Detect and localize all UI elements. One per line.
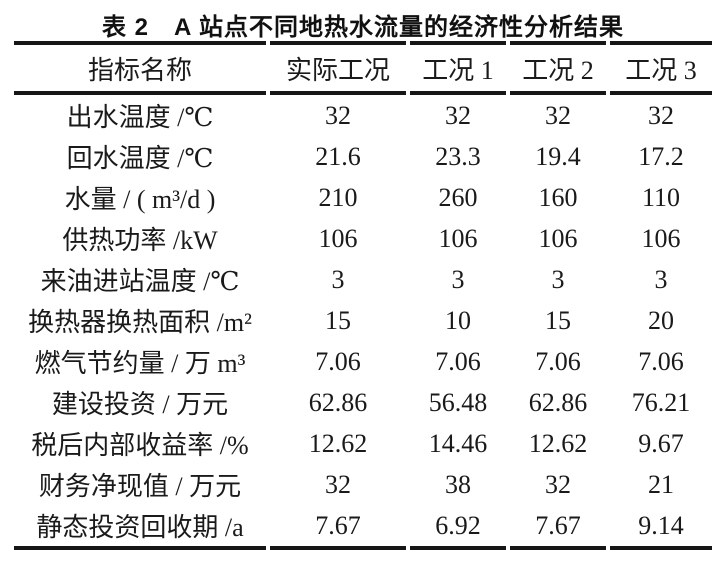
cell-value: 6.92 [410, 505, 506, 550]
table-row: 财务净现值 / 万元 32 38 32 21 [14, 464, 712, 505]
cell-value: 106 [538, 223, 578, 253]
table-row: 回水温度 /℃ 21.6 23.3 19.4 17.2 [14, 136, 712, 177]
cell-value: 62.86 [528, 387, 588, 417]
cell-value: 32 [325, 100, 351, 130]
cell-value: 32 [545, 100, 571, 130]
cell-value: 160 [538, 182, 578, 212]
table-row: 供热功率 /kW 106 106 106 106 [14, 218, 712, 259]
cell-value: 3 [451, 264, 465, 294]
table-row: 来油进站温度 /℃ 3 3 3 3 [14, 259, 712, 300]
row-label: 财务净现值 / 万元 [38, 472, 242, 501]
cell-value: 7.06 [638, 346, 684, 376]
cell-value: 12.62 [528, 428, 588, 458]
cell-value: 23.3 [435, 141, 481, 171]
cell-value: 76.21 [631, 387, 691, 417]
row-label: 静态投资回收期 /a [14, 505, 266, 550]
header-row: 指标名称 实际工况 工况 1 工况 2 工况 3 [14, 41, 712, 95]
cell-value: 21.6 [315, 141, 361, 171]
cell-value: 9.14 [610, 505, 712, 550]
row-label: 税后内部收益率 /% [31, 431, 249, 460]
cell-value: 20 [648, 305, 674, 335]
row-label: 水量 / ( m³/d ) [64, 185, 216, 214]
cell-value: 21 [648, 469, 674, 499]
column-header-case1: 工况 1 [410, 41, 506, 95]
cell-value: 3 [654, 264, 668, 294]
row-label: 回水温度 /℃ [66, 144, 214, 173]
cell-value: 32 [325, 469, 351, 499]
row-label: 来油进站温度 /℃ [40, 267, 240, 296]
cell-value: 15 [545, 305, 571, 335]
cell-value: 110 [641, 182, 681, 212]
table-row: 税后内部收益率 /% 12.62 14.46 12.62 9.67 [14, 423, 712, 464]
column-header-case2: 工况 2 [510, 41, 606, 95]
table-row: 出水温度 /℃ 32 32 32 32 [14, 95, 712, 136]
cell-value: 38 [445, 469, 471, 499]
table-row: 建设投资 / 万元 62.86 56.48 62.86 76.21 [14, 382, 712, 423]
column-header-indicator: 指标名称 [14, 41, 266, 95]
cell-value: 7.06 [315, 346, 361, 376]
cell-value: 7.06 [535, 346, 581, 376]
cell-value: 210 [318, 182, 358, 212]
cell-value: 19.4 [535, 141, 581, 171]
cell-value: 17.2 [638, 141, 684, 171]
row-label: 供热功率 /kW [62, 226, 218, 255]
row-label: 换热器换热面积 /m² [28, 308, 252, 337]
column-header-case3: 工况 3 [610, 41, 712, 95]
cell-value: 15 [325, 305, 351, 335]
cell-value: 106 [641, 223, 681, 253]
cell-value: 10 [445, 305, 471, 335]
table-row: 燃气节约量 / 万 m³ 7.06 7.06 7.06 7.06 [14, 341, 712, 382]
cell-value: 32 [545, 469, 571, 499]
table-row: 静态投资回收期 /a 7.67 6.92 7.67 9.14 [14, 505, 712, 550]
cell-value: 14.46 [428, 428, 488, 458]
cell-value: 3 [331, 264, 345, 294]
cell-value: 56.48 [428, 387, 488, 417]
cell-value: 9.67 [638, 428, 684, 458]
row-label: 出水温度 /℃ [66, 103, 214, 132]
cell-value: 7.67 [270, 505, 406, 550]
row-label: 燃气节约量 / 万 m³ [34, 349, 246, 378]
table-row: 水量 / ( m³/d ) 210 260 160 110 [14, 177, 712, 218]
cell-value: 7.67 [510, 505, 606, 550]
table-row: 换热器换热面积 /m² 15 10 15 20 [14, 300, 712, 341]
cell-value: 12.62 [308, 428, 368, 458]
column-header-actual: 实际工况 [270, 41, 406, 95]
cell-value: 62.86 [308, 387, 368, 417]
cell-value: 106 [438, 223, 478, 253]
table-caption: 表 2 A 站点不同地热水流量的经济性分析结果 [101, 14, 625, 41]
economic-analysis-table: 指标名称 实际工况 工况 1 工况 2 工况 3 出水温度 /℃ 32 32 3… [10, 41, 716, 550]
cell-value: 7.06 [435, 346, 481, 376]
cell-value: 32 [445, 100, 471, 130]
cell-value: 106 [318, 223, 358, 253]
cell-value: 260 [438, 182, 478, 212]
row-label: 建设投资 / 万元 [51, 390, 229, 419]
cell-value: 3 [551, 264, 565, 294]
cell-value: 32 [648, 100, 674, 130]
